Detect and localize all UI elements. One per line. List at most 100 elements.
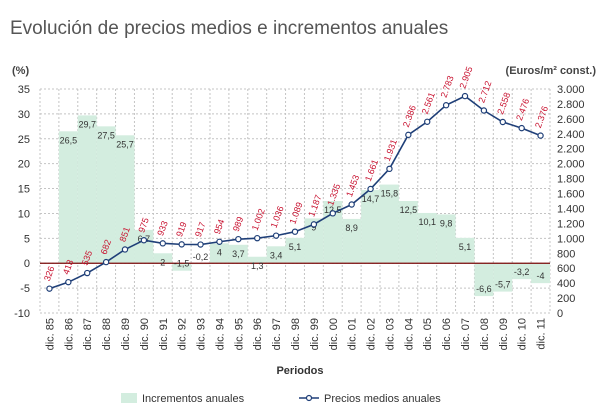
price-point [197, 241, 204, 248]
bar-label: 12,5 [324, 205, 342, 215]
price-point [537, 132, 544, 139]
price-label: 933 [155, 219, 170, 237]
price-point [159, 240, 166, 247]
x-tick-label: dic. 89 [120, 318, 132, 350]
price-point [329, 210, 336, 217]
bar [77, 115, 97, 264]
price-point [442, 102, 450, 109]
price-label: 326 [42, 265, 57, 283]
bar [417, 212, 437, 264]
x-tick-label: dic. 02 [366, 318, 378, 350]
bar-label: 27,5 [97, 130, 115, 140]
bar [58, 131, 78, 264]
right-axis-unit: (Euros/m² const.) [506, 65, 597, 77]
price-point [461, 92, 469, 100]
x-tick-label: dic. 10 [517, 318, 529, 350]
price-label: 989 [231, 215, 246, 233]
price-point [291, 228, 299, 235]
left-tick-label: 10 [18, 208, 30, 220]
left-tick-label: -5 [20, 283, 30, 295]
left-tick-label: 30 [18, 109, 30, 121]
price-point [367, 185, 374, 193]
price-label: 2.386 [401, 104, 418, 129]
price-point [310, 221, 318, 228]
bar-label: -1,5 [174, 259, 190, 269]
bar-label: 5,1 [459, 242, 472, 252]
bar [342, 218, 362, 264]
right-tick-label: 2.600 [557, 114, 585, 126]
bar [115, 135, 135, 264]
x-tick-label: dic. 99 [309, 318, 321, 350]
price-line-series [46, 92, 544, 292]
x-tick-label: dic. 05 [422, 318, 434, 350]
bar-label: 2 [160, 257, 165, 267]
right-tick-label: 2.800 [557, 99, 585, 111]
bar-label: 8,9 [345, 223, 358, 233]
right-tick-label: 1.000 [557, 233, 585, 245]
bar-label: -3,2 [514, 267, 530, 277]
legend-label-line: Precios medios anuales [324, 393, 441, 405]
price-point [424, 118, 431, 125]
bar [304, 218, 324, 264]
right-tick-label: 1.200 [557, 218, 585, 230]
price-label: 682 [99, 238, 114, 256]
left-tick-label: 15 [18, 184, 30, 196]
price-label: 1.036 [269, 205, 286, 230]
price-label: 851 [117, 226, 132, 244]
price-label: 1.002 [250, 207, 267, 232]
bar [266, 246, 286, 264]
bar [361, 190, 380, 264]
bar [380, 184, 399, 264]
price-label: 2.376 [533, 105, 550, 130]
bars-series [58, 115, 550, 297]
bar-labels: 26,529,727,525,76,72-1,5-0,243,71,33,45,… [60, 119, 545, 294]
bar-label: 14,7 [362, 194, 380, 204]
bar [285, 237, 305, 264]
price-point [216, 238, 223, 245]
price-label: 2.905 [457, 65, 474, 90]
x-axis-title: Periodos [276, 365, 323, 377]
bar [247, 256, 267, 264]
price-point [140, 236, 148, 244]
x-tick-label: dic. 07 [460, 318, 472, 350]
price-label: 954 [212, 218, 227, 236]
price-label: 535 [80, 249, 95, 267]
price-label: 1.453 [344, 174, 361, 199]
price-point [102, 258, 110, 266]
price-label: 919 [174, 221, 189, 239]
bar-label: 25,7 [116, 139, 134, 149]
x-tick-label: dic. 08 [479, 318, 491, 350]
bar [493, 263, 513, 292]
price-point [46, 285, 53, 292]
left-tick-label: -10 [14, 308, 30, 320]
bar [455, 237, 475, 264]
price-point [235, 235, 242, 243]
left-tick-label: 25 [18, 134, 30, 146]
bar [172, 263, 192, 271]
price-label: 1.931 [382, 138, 399, 163]
bar [153, 253, 173, 264]
price-label: 1.661 [363, 158, 380, 183]
bar-label: 15,8 [381, 189, 399, 199]
price-point [518, 124, 525, 132]
left-tick-label: 5 [24, 233, 30, 245]
price-label: 917 [193, 221, 208, 239]
x-tick-label: dic. 87 [82, 318, 94, 350]
x-tick-label: dic. 85 [44, 318, 56, 350]
bar-label: 26,5 [60, 135, 78, 145]
price-label: 2.712 [476, 80, 493, 105]
legend-label-bars: Incrementos anuales [142, 393, 245, 405]
right-tick-label: 2.000 [557, 159, 585, 171]
bar [210, 243, 229, 264]
x-tick-label: dic. 94 [214, 318, 226, 350]
bar-label: 10,1 [418, 217, 436, 227]
left-tick-label: 35 [18, 84, 30, 96]
right-tick-label: 800 [557, 248, 575, 260]
price-label: 975 [136, 216, 151, 234]
legend-swatch-marker [305, 394, 313, 402]
x-tick-label: dic. 11 [536, 318, 548, 350]
x-tick-label: dic. 91 [158, 318, 170, 350]
x-axis: dic. 85 dic. 86 dic. 87 dic. 88 dic. 89 dic. … [44, 318, 547, 350]
bar-label: 29,7 [78, 119, 96, 129]
